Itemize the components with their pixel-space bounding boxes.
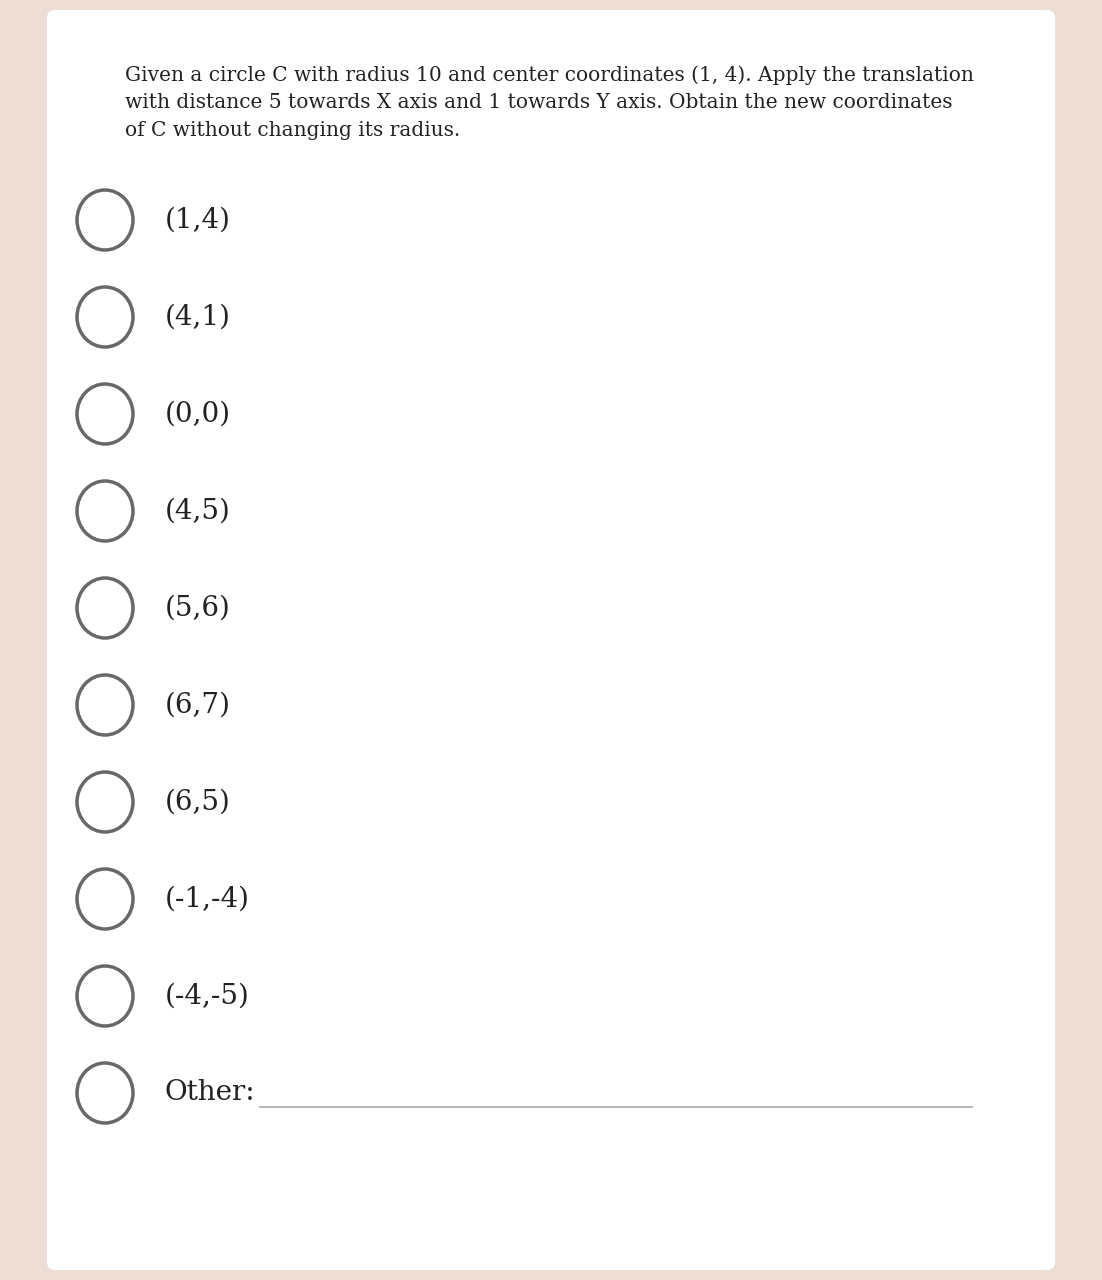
Text: Given a circle C with radius 10 and center coordinates (1, 4). Apply the transla: Given a circle C with radius 10 and cent… xyxy=(125,65,974,84)
Text: (4,1): (4,1) xyxy=(165,303,231,330)
Text: (0,0): (0,0) xyxy=(165,401,231,428)
Text: (6,5): (6,5) xyxy=(165,788,231,815)
Text: Other:: Other: xyxy=(165,1079,256,1106)
Text: of C without changing its radius.: of C without changing its radius. xyxy=(125,122,461,140)
Text: (-4,-5): (-4,-5) xyxy=(165,983,250,1010)
Text: (-1,-4): (-1,-4) xyxy=(165,886,250,913)
Text: (1,4): (1,4) xyxy=(165,206,231,233)
Text: (4,5): (4,5) xyxy=(165,498,231,525)
Text: with distance 5 towards X axis and 1 towards Y axis. Obtain the new coordinates: with distance 5 towards X axis and 1 tow… xyxy=(125,93,952,111)
Text: (6,7): (6,7) xyxy=(165,691,231,718)
Text: (5,6): (5,6) xyxy=(165,594,231,622)
FancyBboxPatch shape xyxy=(47,10,1055,1270)
